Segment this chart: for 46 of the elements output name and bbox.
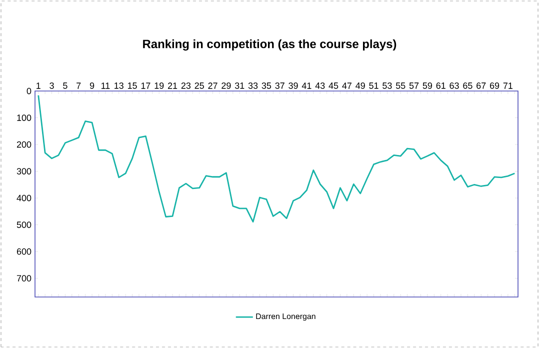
x-tick-label: 37 [275,82,284,89]
x-tick-label: 3 [50,82,54,89]
x-tick-label: 63 [450,82,459,89]
y-tick-label: 700 [16,275,32,282]
x-tick-label: 9 [90,82,94,89]
y-tick-label: 600 [16,248,32,255]
x-tick-label: 67 [476,82,486,89]
x-tick-label: 55 [396,82,406,89]
x-tick-label: 43 [315,82,325,89]
y-tick-label: 0 [26,88,32,94]
x-tick-label: 35 [262,82,272,89]
x-tick-label: 59 [422,82,432,89]
x-tick-label: 39 [288,82,298,89]
y-tick-label: 100 [17,114,32,121]
x-tick-label: 29 [222,82,231,89]
x-tick-label: 21 [168,82,178,89]
x-tick-label: 49 [356,82,365,89]
x-tick-label: 51 [369,82,378,89]
x-tick-label: 45 [328,82,338,89]
y-tick-label: 300 [16,168,32,174]
x-tick-label: 11 [101,82,110,89]
x-tick-label: 15 [128,82,137,89]
x-tick-label: 27 [208,82,218,89]
x-tick-label: 69 [490,82,500,89]
x-tick-label: 25 [194,82,204,89]
x-tick-label: 5 [63,82,68,89]
y-tick-label: 500 [16,222,32,228]
x-tick-label: 57 [409,82,419,89]
x-tick-label: 33 [248,82,258,89]
x-tick-label: 53 [382,82,392,89]
x-tick-label: 13 [114,82,124,89]
line-series [38,94,516,223]
chart-title: Ranking in competition (as the course plays) [143,39,396,51]
x-tick-label: 17 [141,82,150,89]
y-tick-label: 400 [16,194,32,202]
x-tick-label: 1 [36,82,40,89]
y-tick-label: 200 [16,141,32,148]
x-tick-label: 19 [154,82,164,89]
x-tick-label: 31 [234,82,244,89]
x-tick-label: 41 [302,82,312,89]
x-tick-label: 47 [342,82,352,89]
x-tick-label: 65 [463,82,472,89]
x-tick-label: 23 [181,82,191,89]
x-tick-label: 71 [503,82,512,89]
x-tick-label: 61 [436,82,446,89]
x-tick-label: 7 [76,82,81,89]
